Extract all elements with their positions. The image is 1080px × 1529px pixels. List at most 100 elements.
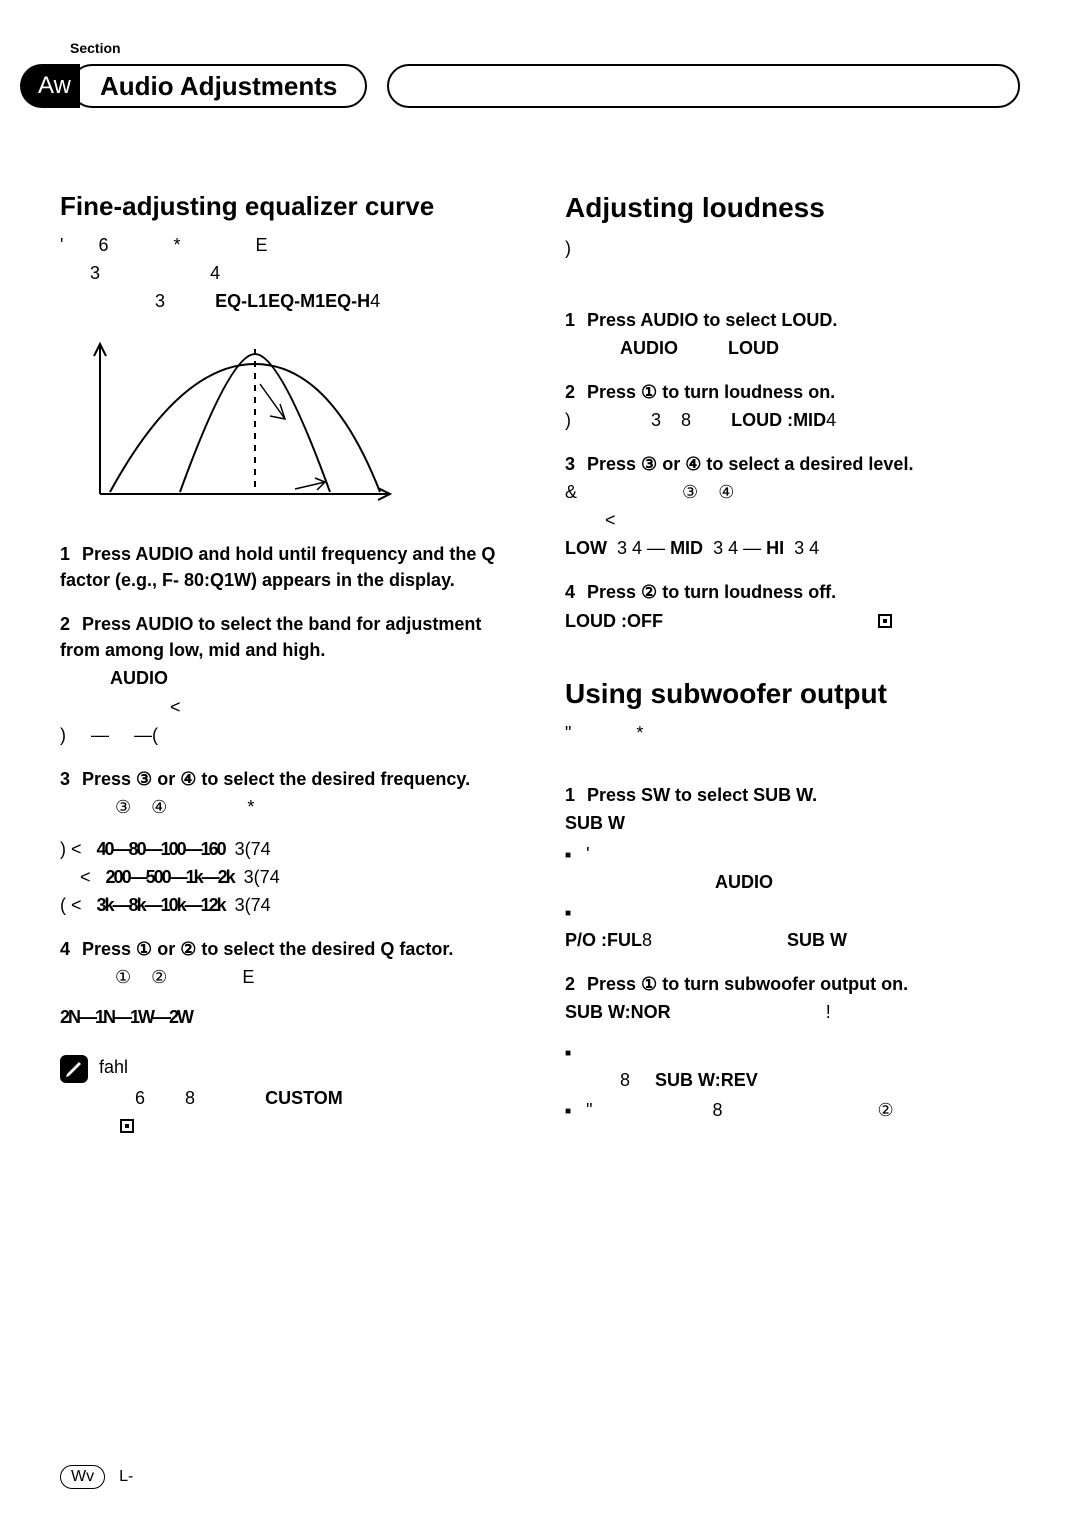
sub-step-2: 2 Press ① to turn subwoofer output on. SU… [565, 971, 1020, 1123]
note-line [60, 1113, 515, 1139]
text: ) [60, 725, 66, 745]
text: ( < [60, 895, 82, 915]
step-3: 3 Press ③ or ④ to select the desired freq… [60, 766, 515, 918]
text: 8 [620, 1070, 630, 1090]
text: 3 [651, 410, 661, 430]
step-number: 1 [565, 785, 575, 805]
sub-line: P/O :FUL8 SUB W [565, 927, 1020, 953]
step-number: 2 [60, 614, 70, 634]
freq-line-low: ) < 40—80—100—160 3(74 [60, 836, 515, 862]
text: ④ [718, 482, 734, 502]
step-number: 3 [60, 769, 70, 789]
text: < [605, 510, 616, 530]
text: HI [766, 538, 784, 558]
step-text: Press ① or ② to select the desired Q fac… [82, 939, 453, 959]
note-block: fahl 6 8 CUSTOM [60, 1054, 515, 1138]
sub-line: < [60, 694, 515, 720]
text: ' [60, 235, 63, 255]
step-number: 4 [60, 939, 70, 959]
sub-line: SUB W:NOR ! [565, 999, 1020, 1025]
text: SUB W:REV [655, 1070, 758, 1090]
sub-line: AUDIO [60, 665, 515, 691]
intro-line: 3 4 [60, 260, 515, 286]
stop-icon [120, 1119, 134, 1133]
page-number: Wv [60, 1465, 105, 1489]
title-pill-empty [387, 64, 1020, 108]
bullet-line: " 8 ② [565, 1097, 1020, 1123]
text: —( [134, 725, 158, 745]
step-number: 4 [565, 582, 575, 602]
step-number: 2 [565, 974, 575, 994]
text: 3 4 — [713, 538, 761, 558]
note-label: fahl [99, 1057, 128, 1077]
text: & [565, 482, 577, 502]
text: 4 [370, 291, 380, 311]
text: * [173, 235, 180, 255]
right-column: Adjusting loudness ) 1 Press AUDIO to sel… [565, 188, 1020, 1139]
freq-line-hi: ( < 3k—8k—10k—12k 3(74 [60, 892, 515, 918]
text: 3(74 [235, 839, 271, 859]
step-number: 2 [565, 382, 575, 402]
text: 3 [155, 291, 165, 311]
freq-values: 3k—8k—10k—12k [97, 895, 225, 915]
step-text: Press ③ or ④ to select a desired level. [587, 454, 913, 474]
eq-curve-graph [60, 324, 515, 521]
footer-lang: L- [119, 1468, 133, 1486]
freq-line-mid: < 200—500—1k—2k 3(74 [60, 864, 515, 890]
text: 6 [98, 235, 108, 255]
text: 3(74 [244, 867, 280, 887]
freq-values: 40—80—100—160 [97, 839, 225, 859]
text: 3 4 — [617, 538, 665, 558]
step-text: Press ③ or ④ to select the desired frequ… [82, 769, 470, 789]
section-label: Section [70, 40, 1020, 56]
text: 3 4 [794, 538, 819, 558]
text: E [242, 967, 254, 987]
text: SUB W [787, 930, 847, 950]
sub-step-1: 1 Press SW to select SUB W. SUB W ' AUDIO… [565, 782, 1020, 953]
text: EQ-L1EQ-M1EQ-H [215, 291, 370, 311]
step-text: Press AUDIO and hold until frequency and… [60, 544, 495, 590]
text: CUSTOM [265, 1088, 343, 1108]
sub-line: ) 3 8 LOUD :MID4 [565, 407, 1020, 433]
sub-line: 8 SUB W:REV [565, 1067, 1020, 1093]
note-line: 6 8 CUSTOM [60, 1085, 515, 1111]
sub-line: ① ② E [60, 964, 515, 990]
text: 8 [681, 410, 691, 430]
step-number: 1 [565, 310, 575, 330]
loud-step-2: 2 Press ① to turn loudness on. ) 3 8 LOUD… [565, 379, 1020, 433]
step-text: Press ① to turn subwoofer output on. [587, 974, 908, 994]
heading-subwoofer: Using subwoofer output [565, 674, 1020, 715]
text: " [586, 1100, 592, 1120]
text: — [91, 725, 109, 745]
left-column: Fine-adjusting equalizer curve ' 6 * E 3… [60, 188, 515, 1139]
bullet-line: ' [565, 841, 1020, 867]
text: AUDIO [110, 668, 168, 688]
intro-line: " * [565, 720, 1020, 746]
text: LOUD [728, 338, 779, 358]
step-text: Press AUDIO to select LOUD. [587, 310, 837, 330]
sub-line: & ③ ④ [565, 479, 1020, 505]
text: ② [878, 1100, 894, 1120]
text: ① [115, 967, 131, 987]
intro-line: 3 EQ-L1EQ-M1EQ-H4 [60, 288, 515, 314]
intro-line: ) [565, 235, 1020, 261]
text: ③ [682, 482, 698, 502]
text: E [256, 235, 268, 255]
loud-step-3: 3Press ③ or ④ to select a desired level.… [565, 451, 1020, 561]
page-title: Audio Adjustments [70, 64, 367, 108]
text: ) [565, 410, 571, 430]
bullet-line [565, 1039, 1020, 1065]
step-text: Press ① to turn loudness on. [587, 382, 835, 402]
heading-loudness: Adjusting loudness [565, 188, 1020, 229]
loud-step-1: 1 Press AUDIO to select LOUD. AUDIO LOUD [565, 307, 1020, 361]
text: P/O :FUL [565, 930, 642, 950]
step-text: Press SW to select SUB W. [587, 785, 817, 805]
text: < [170, 697, 181, 717]
text: ' [586, 844, 589, 864]
intro-line: ' 6 * E [60, 232, 515, 258]
text: " [565, 723, 571, 743]
text: 4 [210, 263, 220, 283]
bullet-line [565, 899, 1020, 925]
text: AUDIO [715, 872, 773, 892]
sub-line: AUDIO LOUD [565, 335, 1020, 361]
